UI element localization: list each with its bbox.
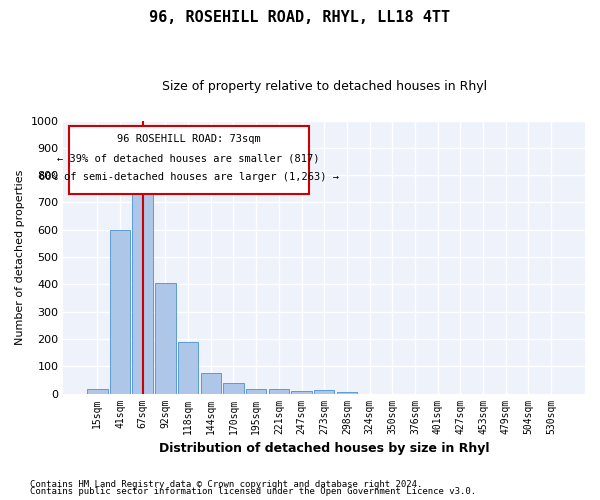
X-axis label: Distribution of detached houses by size in Rhyl: Distribution of detached houses by size …	[159, 442, 490, 455]
Bar	[223, 383, 244, 394]
Bar	[133, 184, 153, 394]
Bar	[314, 390, 334, 394]
Bar	[200, 372, 221, 394]
Bar	[246, 388, 266, 394]
Y-axis label: Number of detached properties: Number of detached properties	[15, 170, 25, 344]
Bar	[269, 388, 289, 394]
Bar	[155, 283, 176, 394]
Text: Contains public sector information licensed under the Open Government Licence v3: Contains public sector information licen…	[30, 487, 476, 496]
Bar	[292, 391, 312, 394]
Bar	[337, 392, 357, 394]
Text: ← 39% of detached houses are smaller (817): ← 39% of detached houses are smaller (81…	[58, 154, 320, 164]
Text: 60% of semi-detached houses are larger (1,263) →: 60% of semi-detached houses are larger (…	[38, 172, 338, 182]
FancyBboxPatch shape	[68, 126, 308, 194]
Text: Contains HM Land Registry data © Crown copyright and database right 2024.: Contains HM Land Registry data © Crown c…	[30, 480, 422, 489]
Text: 96, ROSEHILL ROAD, RHYL, LL18 4TT: 96, ROSEHILL ROAD, RHYL, LL18 4TT	[149, 10, 451, 25]
Bar	[87, 390, 107, 394]
Title: Size of property relative to detached houses in Rhyl: Size of property relative to detached ho…	[161, 80, 487, 93]
Bar	[178, 342, 198, 394]
Text: 96 ROSEHILL ROAD: 73sqm: 96 ROSEHILL ROAD: 73sqm	[117, 134, 260, 144]
Bar	[110, 230, 130, 394]
